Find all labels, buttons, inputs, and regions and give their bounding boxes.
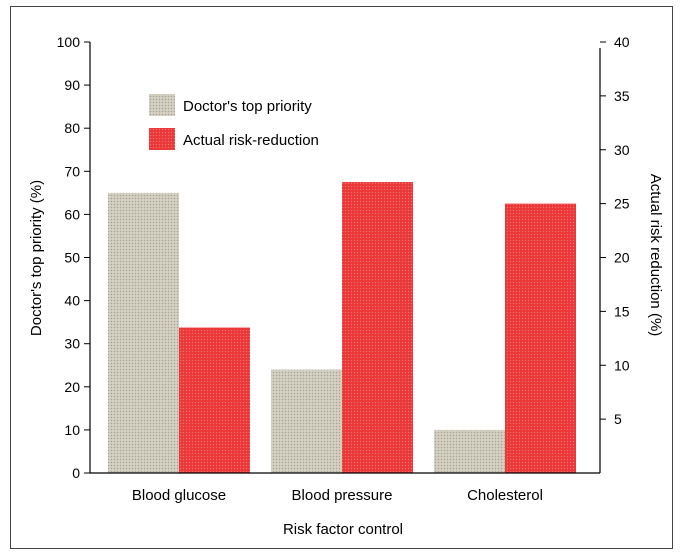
- legend: Doctor's top priority Actual risk-reduct…: [149, 94, 319, 150]
- bar-doctors-priority-blood-glucose: [108, 192, 179, 473]
- y-tick-right-label: 35: [614, 88, 630, 104]
- y-tick-right-label: 30: [614, 142, 630, 158]
- legend-label-risk-reduction: Actual risk-reduction: [183, 132, 319, 149]
- y-tick-left-label: 20: [64, 379, 80, 395]
- legend-swatch-risk-reduction: [149, 128, 175, 150]
- y-tick-left-label: 30: [64, 336, 80, 352]
- x-axis-title: Risk factor control: [283, 521, 403, 538]
- y-tick-right-label: 10: [614, 357, 630, 373]
- bar-risk-reduction-cholesterol: [505, 203, 576, 473]
- y-tick-left-label: 100: [57, 34, 81, 50]
- bars-layer: [108, 182, 576, 473]
- x-tick-label: Blood pressure: [292, 487, 393, 504]
- y-tick-left-label: 90: [64, 77, 80, 93]
- bar-doctors-priority-cholesterol: [434, 429, 505, 473]
- x-tick-label: Cholesterol: [467, 487, 543, 504]
- y-tick-right-label: 20: [614, 250, 630, 266]
- x-tick-label: Blood glucose: [132, 487, 226, 504]
- y-tick-right-label: 5: [614, 411, 622, 427]
- y-tick-left-label: 40: [64, 293, 80, 309]
- y-tick-right-label: 25: [614, 196, 630, 212]
- chart-frame: [10, 6, 673, 549]
- y-axis-right-title: Actual risk reduction (%): [647, 174, 664, 337]
- y-tick-left-label: 0: [72, 465, 80, 481]
- y-tick-left-label: 50: [64, 250, 80, 266]
- y-tick-left-label: 80: [64, 120, 80, 136]
- y-tick-left-label: 10: [64, 422, 80, 438]
- legend-swatch-doctors-priority: [149, 94, 175, 116]
- y-tick-right-label: 15: [614, 303, 630, 319]
- legend-label-doctors-priority: Doctor's top priority: [183, 98, 312, 115]
- bar-risk-reduction-blood-glucose: [179, 327, 250, 473]
- y-tick-left-label: 60: [64, 206, 80, 222]
- bar-doctors-priority-blood-pressure: [271, 369, 342, 473]
- y-tick-left-label: 70: [64, 163, 80, 179]
- y-tick-right-label: 40: [614, 34, 630, 50]
- y-axis-left-title: Doctor's top priority (%): [28, 180, 45, 336]
- bar-risk-reduction-blood-pressure: [342, 182, 413, 473]
- axes-layer: Blood glucose Blood pressure Cholesterol 0 1…: [57, 34, 630, 504]
